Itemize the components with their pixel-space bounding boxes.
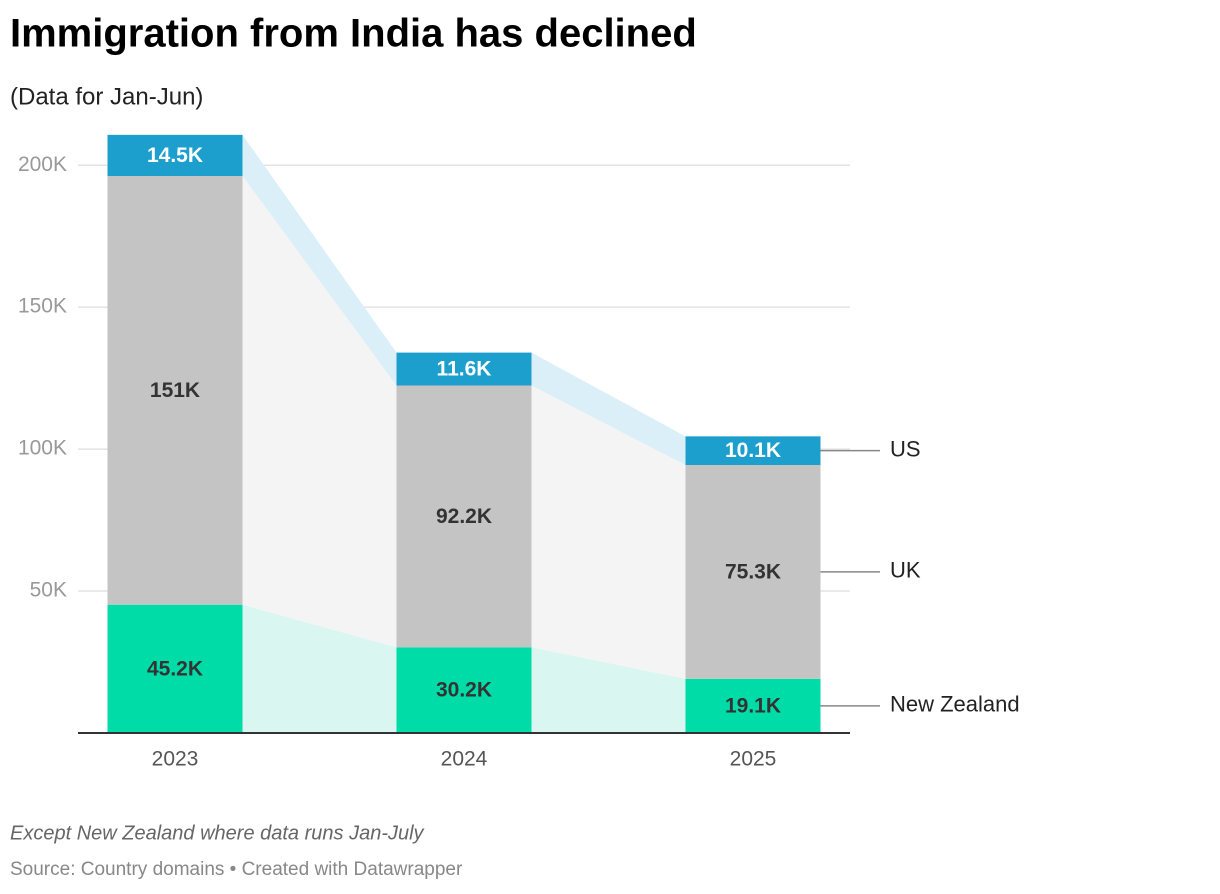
y-tick-label: 200K [18, 153, 67, 176]
legend-label: US [890, 436, 921, 461]
connector [242, 134, 397, 386]
data-label: 10.1K [725, 439, 781, 462]
bar-segment [396, 352, 532, 386]
legend-label: New Zealand [890, 692, 1020, 717]
x-tick-label: 2025 [730, 748, 777, 771]
bar-segment [396, 385, 532, 648]
y-tick-label: 50K [30, 579, 67, 602]
y-tick-label: 100K [18, 437, 67, 460]
connector [242, 176, 397, 648]
bar-segment [107, 134, 243, 177]
data-label: 151K [150, 379, 200, 402]
bar-segment [685, 465, 821, 679]
bar-segment [107, 604, 243, 733]
data-label: 30.2K [436, 679, 492, 702]
source: Source: Country domains • Created with D… [10, 859, 463, 880]
x-tick-label: 2023 [152, 748, 199, 771]
connector [242, 604, 397, 733]
legend-label: UK [890, 558, 921, 583]
bar-segment [396, 647, 532, 733]
data-label: 45.2K [147, 657, 203, 680]
note: Except New Zealand where data runs Jan-J… [10, 822, 425, 844]
bar-segment [685, 436, 821, 466]
connector [531, 352, 686, 466]
data-label: 19.1K [725, 694, 781, 717]
connector [531, 385, 686, 679]
data-label: 14.5K [147, 144, 203, 167]
bars: 45.2K 30.2K 19.1K 151K 92.2K 75.3K 14.5K 11.6K 1… [107, 134, 821, 733]
data-label: 11.6K [437, 358, 492, 381]
chart-title: Immigration from India has declined [10, 12, 697, 56]
bar-segment [685, 678, 821, 733]
bar-segment [107, 176, 243, 605]
data-label: 92.2K [436, 505, 492, 528]
y-tick-label: 150K [18, 295, 67, 318]
chart-subtitle: (Data for Jan-Jun) [10, 83, 203, 110]
data-label: 75.3K [725, 560, 781, 583]
connectors [242, 134, 686, 733]
x-tick-label: 2024 [441, 748, 488, 771]
connector [531, 647, 686, 733]
